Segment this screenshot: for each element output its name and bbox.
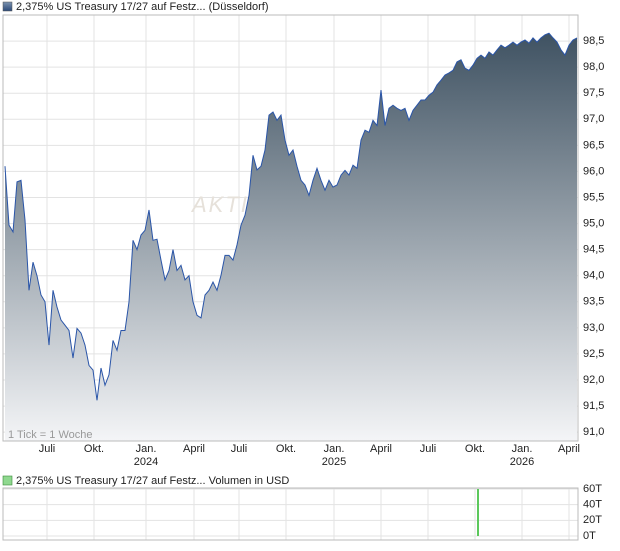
- volume-border: [2, 487, 579, 541]
- y-tick-label: 94,0: [583, 270, 604, 282]
- line: [4, 32, 578, 401]
- x-tick-label: April: [558, 443, 580, 455]
- y-tick-label: 94,5: [583, 244, 604, 256]
- y-tick-label: 20T: [583, 514, 602, 526]
- y-tick-label: 97,0: [583, 113, 604, 125]
- year-label: 2025: [322, 456, 346, 468]
- volume-title: 2,375% US Treasury 17/27 auf Festz... Vo…: [16, 475, 289, 487]
- volume-background: [3, 488, 578, 540]
- chart-title: 2,375% US Treasury 17/27 auf Festz... (D…: [16, 1, 269, 13]
- year-label: 2024: [134, 456, 158, 468]
- x-tick-label: Juli: [39, 443, 56, 455]
- price-icon: [2, 1, 13, 12]
- note: 1 Tick = 1 Woche: [8, 429, 92, 441]
- y-tick-label: 96,5: [583, 139, 604, 151]
- area: [5, 33, 577, 441]
- x-tick-label: Jan.: [324, 443, 345, 455]
- x-tick-label: Jan.: [512, 443, 533, 455]
- y-tick-label: 91,0: [583, 426, 604, 438]
- plot-layer: 91,0 91,5 92,0 92,5 93,0 93,5 94,0 94,5 95,0 95,5…: [2, 14, 604, 542]
- volume-bar: [477, 489, 479, 536]
- y-tick-label: 91,5: [583, 400, 604, 412]
- y-tick-label: 0T: [583, 530, 596, 542]
- x-tick-label: Juli: [231, 443, 248, 455]
- year-label: 2026: [510, 456, 534, 468]
- watermark: AKTI: [190, 192, 249, 217]
- y-tick-label: 92,5: [583, 348, 604, 360]
- y-tick-label: 96,0: [583, 165, 604, 177]
- y-tick-label: 40T: [583, 499, 602, 511]
- y-tick-label: 93,5: [583, 296, 604, 308]
- x-tick-label: Okt.: [84, 443, 104, 455]
- plot-border: [2, 14, 579, 442]
- y-tick-label: 92,0: [583, 374, 604, 386]
- y-tick-label: 98,0: [583, 61, 604, 73]
- y-tick-label: 93,0: [583, 322, 604, 334]
- x-tick-label: April: [183, 443, 205, 455]
- x-tick-label: Juli: [420, 443, 437, 455]
- y-tick-label: 95,0: [583, 217, 604, 229]
- x-tick-label: Okt.: [465, 443, 485, 455]
- y-tick-label: 60T: [583, 483, 602, 495]
- x-tick-label: Jan.: [136, 443, 157, 455]
- y-tick-label: 97,5: [583, 87, 604, 99]
- x-tick-label: Okt.: [276, 443, 296, 455]
- y-tick-label: 98,5: [583, 35, 604, 47]
- y-tick-label: 95,5: [583, 191, 604, 203]
- x-tick-label: April: [370, 443, 392, 455]
- volume-icon: [2, 475, 13, 486]
